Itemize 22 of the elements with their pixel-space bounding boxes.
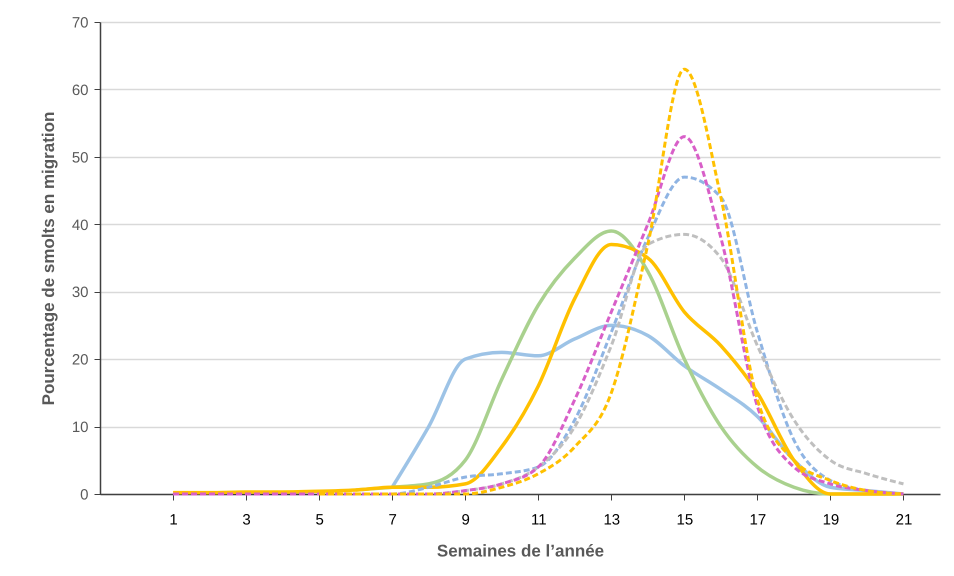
line-series [172, 135, 905, 496]
y-tick-label: 60 [72, 82, 88, 99]
y-tick-label: 70 [72, 14, 88, 32]
x-tick-label: 17 [750, 512, 766, 528]
x-tick-label: 21 [896, 512, 912, 528]
x-tick-label: 9 [462, 512, 470, 528]
x-tick-label: 11 [530, 512, 547, 528]
x-axis-title: Semaines de l’année [436, 542, 604, 560]
x-tick-label: 19 [822, 512, 840, 528]
x-tick-label: 15 [676, 512, 694, 528]
y-tick-label: 0 [80, 486, 88, 504]
y-tick-label: 10 [72, 419, 88, 436]
y-tick-label: 30 [72, 284, 88, 302]
x-tick-label: 13 [603, 512, 620, 528]
y-tick-label: 20 [72, 352, 88, 369]
y-axis-title: Pourcentage de smolts en migration [38, 112, 58, 406]
y-tick-label: 40 [72, 216, 88, 234]
x-tick-label: 5 [315, 512, 324, 528]
x-tick-label: 1 [169, 512, 178, 528]
y-tick-label: 50 [72, 149, 88, 166]
x-tick-label: 3 [242, 512, 251, 528]
x-tick-label: 7 [388, 512, 397, 528]
